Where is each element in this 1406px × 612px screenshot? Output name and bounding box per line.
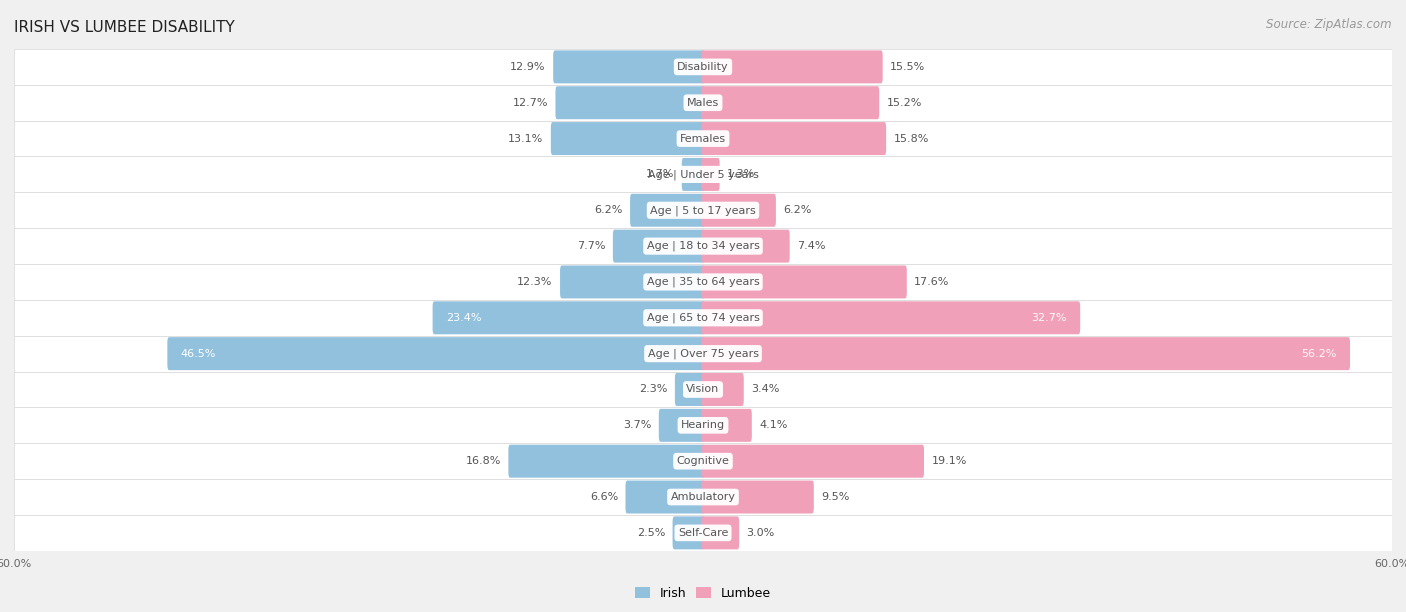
Text: 2.3%: 2.3% (640, 384, 668, 395)
FancyBboxPatch shape (702, 301, 1080, 334)
Text: 3.4%: 3.4% (751, 384, 779, 395)
Text: 13.1%: 13.1% (508, 133, 543, 144)
Text: 15.5%: 15.5% (890, 62, 925, 72)
FancyBboxPatch shape (702, 194, 776, 227)
Bar (14, 371, 1392, 408)
Text: 32.7%: 32.7% (1032, 313, 1067, 323)
Bar (14, 300, 1392, 336)
FancyBboxPatch shape (613, 230, 704, 263)
Text: 6.2%: 6.2% (783, 205, 811, 215)
Text: 12.3%: 12.3% (517, 277, 553, 287)
Legend: Irish, Lumbee: Irish, Lumbee (630, 582, 776, 605)
FancyBboxPatch shape (702, 122, 886, 155)
Text: Hearing: Hearing (681, 420, 725, 430)
Text: 56.2%: 56.2% (1302, 349, 1337, 359)
FancyBboxPatch shape (702, 230, 790, 263)
Text: 15.2%: 15.2% (887, 98, 922, 108)
Text: 12.9%: 12.9% (510, 62, 546, 72)
FancyBboxPatch shape (702, 480, 814, 513)
FancyBboxPatch shape (702, 517, 740, 550)
Text: 6.2%: 6.2% (595, 205, 623, 215)
Bar (14, 515, 1392, 551)
Text: 46.5%: 46.5% (180, 349, 217, 359)
FancyBboxPatch shape (702, 266, 907, 299)
FancyBboxPatch shape (702, 158, 720, 191)
Text: 2.5%: 2.5% (637, 528, 665, 538)
Text: Vision: Vision (686, 384, 720, 395)
Text: 17.6%: 17.6% (914, 277, 949, 287)
Text: 3.0%: 3.0% (747, 528, 775, 538)
Text: Age | 18 to 34 years: Age | 18 to 34 years (647, 241, 759, 252)
Bar (14, 192, 1392, 228)
Text: 6.6%: 6.6% (589, 492, 619, 502)
FancyBboxPatch shape (702, 86, 879, 119)
FancyBboxPatch shape (553, 50, 704, 83)
Text: Self-Care: Self-Care (678, 528, 728, 538)
FancyBboxPatch shape (672, 517, 704, 550)
FancyBboxPatch shape (626, 480, 704, 513)
Text: Age | Over 75 years: Age | Over 75 years (648, 348, 758, 359)
FancyBboxPatch shape (702, 373, 744, 406)
Text: Ambulatory: Ambulatory (671, 492, 735, 502)
Text: Source: ZipAtlas.com: Source: ZipAtlas.com (1267, 18, 1392, 31)
FancyBboxPatch shape (433, 301, 704, 334)
Text: 16.8%: 16.8% (465, 456, 501, 466)
Bar (14, 336, 1392, 371)
Bar (14, 121, 1392, 157)
FancyBboxPatch shape (702, 50, 883, 83)
Bar (14, 443, 1392, 479)
Bar (14, 157, 1392, 192)
Text: IRISH VS LUMBEE DISABILITY: IRISH VS LUMBEE DISABILITY (14, 20, 235, 35)
FancyBboxPatch shape (630, 194, 704, 227)
Text: 19.1%: 19.1% (932, 456, 967, 466)
Text: Age | Under 5 years: Age | Under 5 years (648, 169, 758, 180)
FancyBboxPatch shape (702, 445, 924, 478)
Text: 1.7%: 1.7% (645, 170, 675, 179)
FancyBboxPatch shape (555, 86, 704, 119)
Text: Cognitive: Cognitive (676, 456, 730, 466)
Bar (14, 49, 1392, 85)
FancyBboxPatch shape (682, 158, 704, 191)
Bar (14, 85, 1392, 121)
Text: Males: Males (688, 98, 718, 108)
Text: Disability: Disability (678, 62, 728, 72)
Text: 23.4%: 23.4% (446, 313, 481, 323)
Text: 12.7%: 12.7% (513, 98, 548, 108)
Bar (14, 408, 1392, 443)
Bar (14, 479, 1392, 515)
Text: 7.7%: 7.7% (576, 241, 606, 251)
FancyBboxPatch shape (702, 337, 1350, 370)
FancyBboxPatch shape (551, 122, 704, 155)
FancyBboxPatch shape (659, 409, 704, 442)
Text: Age | 5 to 17 years: Age | 5 to 17 years (650, 205, 756, 215)
Text: 7.4%: 7.4% (797, 241, 825, 251)
Text: Age | 35 to 64 years: Age | 35 to 64 years (647, 277, 759, 287)
Bar (14, 228, 1392, 264)
Bar (14, 264, 1392, 300)
FancyBboxPatch shape (675, 373, 704, 406)
Text: Age | 65 to 74 years: Age | 65 to 74 years (647, 313, 759, 323)
Text: 4.1%: 4.1% (759, 420, 787, 430)
Text: 3.7%: 3.7% (623, 420, 651, 430)
FancyBboxPatch shape (509, 445, 704, 478)
FancyBboxPatch shape (560, 266, 704, 299)
FancyBboxPatch shape (702, 409, 752, 442)
FancyBboxPatch shape (167, 337, 704, 370)
Text: 15.8%: 15.8% (894, 133, 929, 144)
Text: Females: Females (681, 133, 725, 144)
Text: 1.3%: 1.3% (727, 170, 755, 179)
Text: 9.5%: 9.5% (821, 492, 849, 502)
